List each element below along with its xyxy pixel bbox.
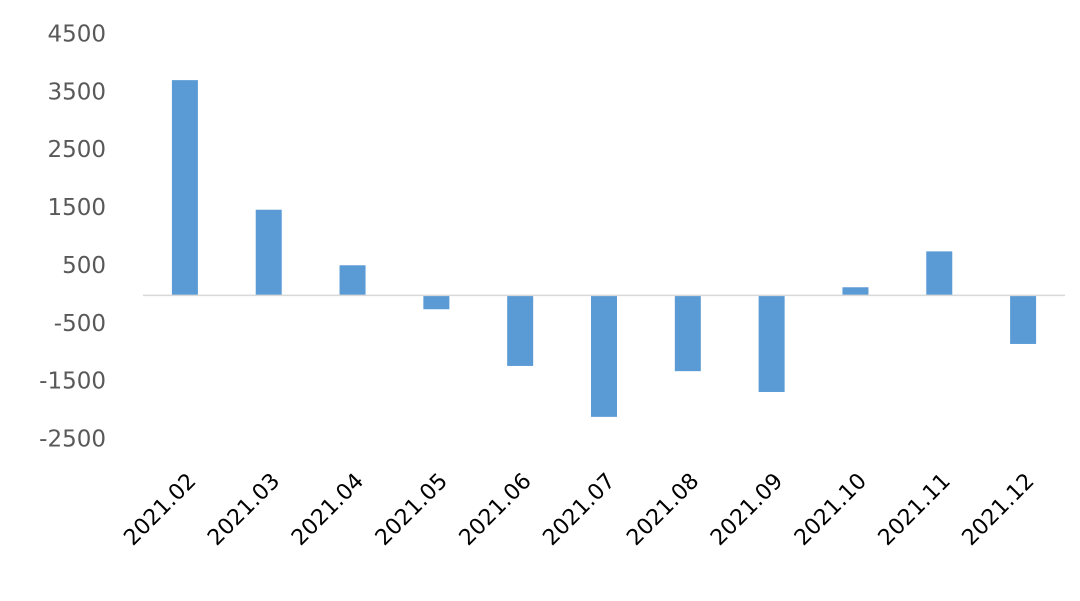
bar — [591, 295, 617, 417]
bar — [339, 265, 366, 296]
x-tick-label: 2021.11 — [874, 469, 956, 551]
x-tick-label: 2021.05 — [371, 469, 453, 551]
bar — [1010, 295, 1037, 344]
y-tick-label: 4500 — [47, 22, 106, 48]
bar — [255, 209, 282, 296]
x-tick-label: 2021.07 — [538, 469, 620, 551]
y-tick-label: 500 — [62, 253, 106, 279]
x-tick-label: 2021.12 — [958, 469, 1040, 551]
bar — [926, 251, 953, 296]
x-tick-label: 2021.04 — [287, 469, 369, 551]
y-tick-label: 3500 — [47, 79, 106, 105]
bar — [171, 80, 198, 296]
y-tick-label: -1500 — [39, 369, 106, 395]
y-tick-label: 1500 — [47, 195, 106, 221]
bar — [507, 295, 534, 366]
x-tick-label: 2021.09 — [706, 469, 788, 551]
bar — [758, 295, 785, 392]
y-tick-label: -500 — [54, 311, 106, 337]
x-tick-label: 2021.03 — [203, 469, 285, 551]
bar — [423, 295, 450, 310]
bar — [674, 295, 701, 372]
y-tick-label: 2500 — [47, 137, 106, 163]
bar — [842, 287, 869, 296]
y-tick-label: -2500 — [39, 427, 106, 453]
x-tick-label: 2021.06 — [455, 469, 537, 551]
x-tick-label: 2021.02 — [119, 469, 201, 551]
x-tick-label: 2021.10 — [790, 469, 872, 551]
x-tick-label: 2021.08 — [622, 469, 704, 551]
